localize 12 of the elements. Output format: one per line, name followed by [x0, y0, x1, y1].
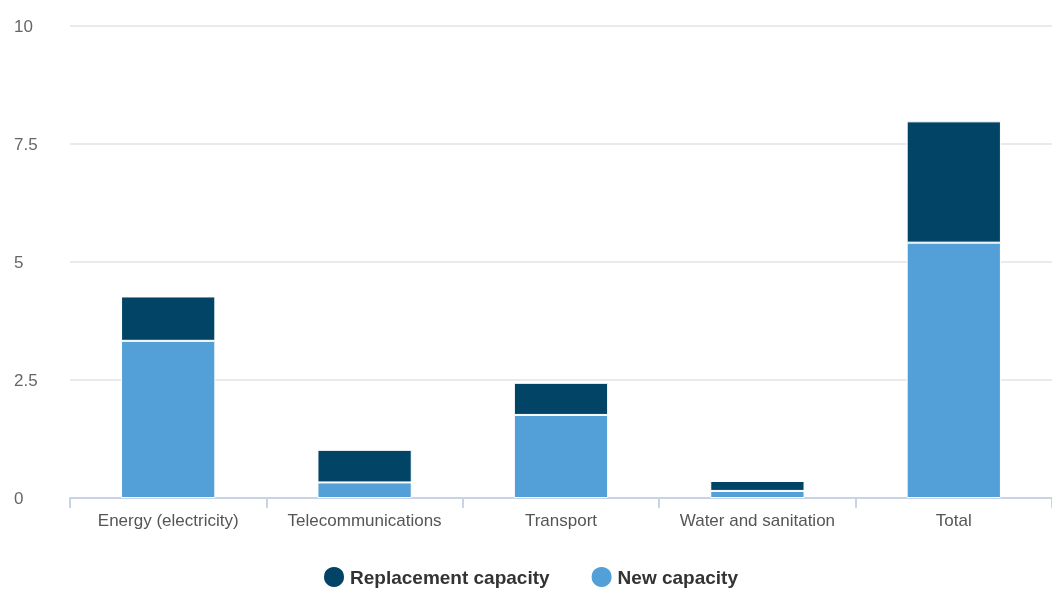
legend-label: New capacity [617, 566, 739, 588]
y-tick-label: 5 [14, 252, 24, 272]
legend-label: Replacement capacity [350, 566, 551, 588]
x-tick-label: Telecommunications [287, 511, 442, 530]
y-tick-label: 7.5 [14, 134, 38, 154]
y-tick-label: 0 [14, 488, 24, 508]
x-tick-label: Total [935, 511, 972, 530]
y-tick-label: 2.5 [14, 370, 38, 390]
x-tick-label: Energy (electricity) [97, 511, 239, 530]
y-tick-label: 10 [14, 16, 33, 36]
x-tick-label: Transport [524, 511, 598, 530]
x-tick-label: Water and sanitation [679, 511, 836, 530]
